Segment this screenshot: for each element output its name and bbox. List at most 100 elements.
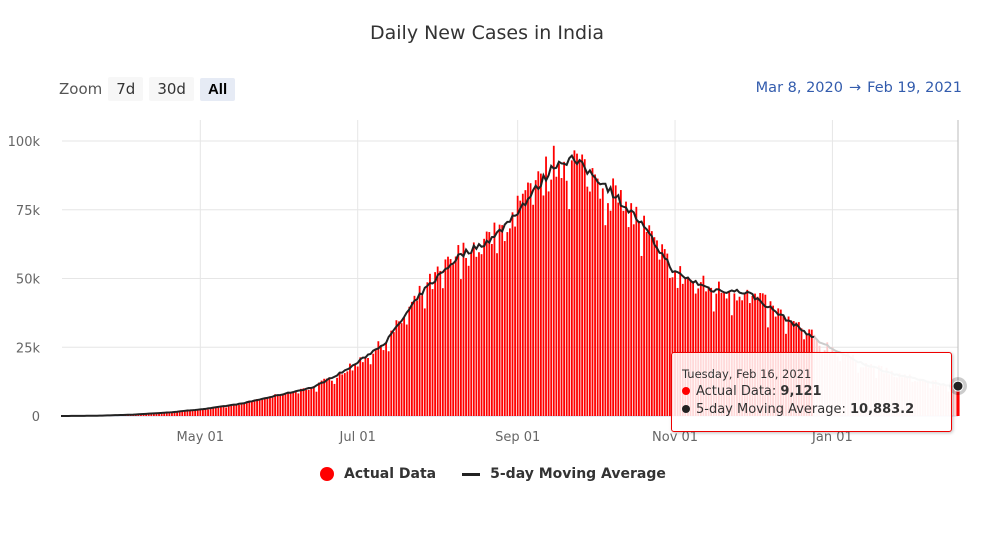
bar (343, 373, 346, 416)
zoom-30d-button[interactable]: 30d (149, 77, 194, 101)
bar (289, 392, 292, 416)
bar (147, 413, 150, 416)
bar (426, 282, 429, 416)
bar (625, 201, 627, 416)
bar (447, 256, 449, 416)
bar (338, 372, 341, 416)
bar (367, 358, 369, 416)
bar (418, 285, 421, 416)
bar (558, 163, 560, 416)
x-tick-label: Sep 01 (495, 430, 540, 445)
bar (519, 200, 522, 416)
bar (320, 380, 323, 416)
bar (328, 377, 331, 416)
bar (591, 168, 594, 416)
range-from[interactable]: Mar 8, 2020 (755, 80, 843, 96)
bar (952, 383, 955, 416)
tooltip-actual-label: Actual Data: (696, 384, 781, 399)
bar (699, 282, 702, 416)
bar (186, 410, 189, 416)
bar (692, 281, 694, 416)
legend-actual-label: Actual Data (344, 466, 437, 482)
bar (385, 342, 387, 416)
bar (472, 242, 475, 416)
bar (281, 393, 284, 416)
bar (516, 195, 519, 416)
bar (163, 412, 166, 416)
bar (684, 278, 687, 416)
bar (668, 277, 671, 416)
bar (349, 363, 351, 416)
bar (266, 396, 269, 416)
bar (452, 264, 455, 416)
bar (661, 244, 664, 416)
bar (656, 240, 658, 416)
bar (214, 407, 217, 416)
bar (663, 249, 666, 416)
tooltip-ma-value: 10,883.2 (850, 402, 915, 417)
bar (470, 252, 473, 416)
bar (635, 206, 638, 416)
bar (689, 279, 692, 416)
legend-ma[interactable]: 5-day Moving Average (462, 466, 666, 482)
bar (509, 228, 511, 416)
bar (681, 283, 684, 416)
bar (212, 408, 215, 416)
bar (429, 273, 431, 416)
bar (514, 226, 516, 416)
bar (341, 374, 344, 416)
bar (650, 231, 653, 416)
bar (274, 394, 277, 416)
bar (315, 391, 318, 416)
bar (240, 404, 243, 416)
bar (576, 153, 578, 416)
bar (374, 348, 377, 416)
range-to[interactable]: Feb 19, 2021 (867, 80, 962, 96)
bar (196, 409, 199, 416)
zoom-all-button[interactable]: All (199, 77, 236, 101)
bar (261, 399, 264, 416)
bar (601, 188, 604, 416)
tooltip-ma-label: 5-day Moving Average: (696, 402, 851, 417)
bar (305, 389, 307, 416)
bar (297, 393, 300, 416)
bar (666, 253, 669, 416)
bar (599, 198, 602, 416)
bar (478, 252, 480, 416)
bar (331, 380, 333, 416)
bar (199, 409, 202, 416)
bar (209, 408, 212, 416)
bar (258, 400, 261, 416)
zoom-label: Zoom (59, 80, 103, 98)
legend: Actual Data 5-day Moving Average (320, 466, 692, 482)
bar (614, 185, 617, 416)
bar (248, 400, 251, 416)
bar (364, 356, 367, 416)
bar (356, 366, 359, 416)
bar (493, 222, 496, 416)
bar (323, 378, 326, 416)
y-tick-label: 100k (8, 135, 41, 150)
bar (583, 159, 586, 416)
legend-actual[interactable]: Actual Data (320, 466, 436, 482)
bar (398, 321, 400, 416)
bar (251, 400, 253, 416)
bar (676, 287, 679, 416)
ma-dot-icon (682, 405, 690, 413)
bar (578, 159, 581, 416)
bar (707, 286, 710, 416)
bar (503, 241, 506, 416)
bar (191, 410, 194, 416)
bar (436, 266, 439, 416)
bar (271, 397, 274, 416)
bar (550, 179, 553, 416)
zoom-7d-button[interactable]: 7d (108, 77, 144, 101)
bar (253, 401, 256, 416)
bar (202, 408, 204, 416)
bar (439, 270, 442, 416)
bar (416, 300, 418, 416)
bar (387, 351, 390, 416)
tooltip: Tuesday, Feb 16, 2021 Actual Data: 9,121… (671, 352, 952, 432)
bar (150, 413, 153, 416)
